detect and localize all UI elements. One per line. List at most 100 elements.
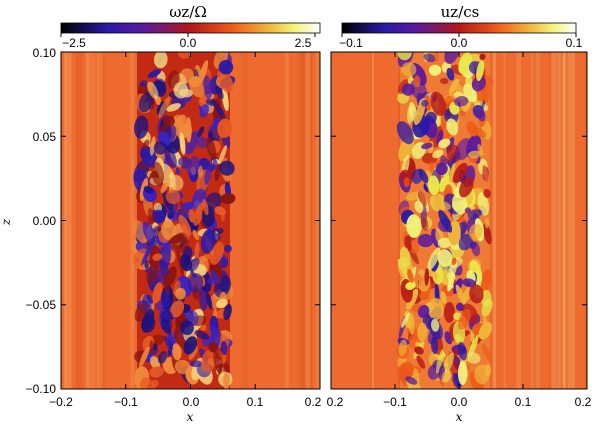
eddy	[144, 260, 149, 270]
eddy	[434, 52, 439, 62]
stripe	[532, 52, 542, 389]
axis-ticks-right	[330, 51, 588, 390]
eddy	[421, 99, 429, 108]
eddy	[482, 344, 492, 362]
eddy	[147, 81, 159, 100]
eddy	[187, 273, 204, 293]
eddy	[183, 336, 198, 355]
colorbar-tick-right-1: 0.0	[451, 36, 468, 50]
eddy	[188, 209, 195, 223]
eddy	[451, 257, 457, 266]
eddy	[452, 162, 468, 184]
colorbar-tick-right-2: 0.1	[566, 36, 583, 50]
eddy	[406, 214, 422, 238]
ylabel-left: z	[0, 218, 13, 226]
eddy	[417, 269, 425, 276]
eddy	[203, 75, 213, 100]
eddy	[199, 104, 209, 118]
eddy	[469, 371, 484, 389]
ytick-2: 0.00	[33, 214, 57, 228]
xtick-right-4: 0.2	[575, 395, 592, 409]
eddy	[149, 340, 155, 354]
xtick-left-0: −0.2	[49, 395, 73, 409]
eddy	[164, 146, 177, 169]
eddy	[467, 150, 481, 159]
eddy	[469, 284, 484, 304]
eddy	[443, 302, 455, 323]
stripe	[297, 52, 307, 389]
stripe	[503, 52, 507, 389]
eddy	[180, 320, 194, 336]
eddy	[396, 121, 414, 145]
eddy	[134, 115, 149, 139]
eddy	[468, 334, 479, 359]
eddy	[438, 209, 453, 233]
panel-left: ωz/Ω −2.5 0.0 2.5 0.10 0.05 0.00 −0.05 −…	[0, 3, 322, 424]
eddy	[468, 223, 483, 241]
axis-ticks-left	[60, 51, 321, 390]
eddy	[189, 76, 202, 88]
eddy	[458, 233, 473, 251]
eddy	[405, 281, 416, 290]
eddy	[474, 364, 490, 385]
eddy	[198, 59, 209, 85]
eddy	[223, 244, 232, 253]
eddy	[189, 257, 200, 272]
eddy	[219, 160, 235, 176]
stripe	[86, 52, 90, 389]
eddy	[221, 87, 229, 112]
xtick-left-3: 0.1	[247, 395, 264, 409]
eddy	[477, 192, 490, 216]
eddy	[421, 216, 429, 231]
eddy	[476, 109, 486, 122]
eddy	[413, 101, 426, 126]
eddy	[417, 304, 430, 318]
eddy	[185, 131, 199, 155]
eddy	[165, 189, 181, 205]
eddy	[192, 229, 200, 241]
stripe	[371, 52, 375, 389]
stripe	[559, 52, 566, 389]
eddy	[146, 263, 160, 285]
eddy	[430, 336, 439, 355]
eddy	[188, 345, 198, 360]
eddy	[160, 182, 169, 194]
eddy	[140, 377, 156, 389]
eddy	[416, 355, 426, 369]
eddy	[435, 162, 448, 175]
eddy	[149, 356, 161, 370]
eddy	[462, 278, 477, 288]
colorbar-right	[341, 22, 577, 34]
eddy	[437, 249, 453, 267]
stripe	[75, 52, 83, 389]
colorbar-ticks-left	[60, 33, 316, 37]
eddy	[178, 88, 193, 98]
xtick-left-4: 0.2	[305, 395, 322, 409]
eddy	[417, 233, 434, 248]
eddy	[202, 198, 209, 216]
eddy	[436, 261, 452, 286]
eddy	[455, 138, 472, 161]
eddy	[442, 352, 455, 375]
eddy	[152, 253, 163, 261]
eddy	[436, 349, 444, 374]
eddy	[208, 123, 215, 133]
eddy	[194, 330, 210, 340]
eddy	[199, 286, 209, 311]
heatmap-left	[61, 52, 320, 389]
eddy	[448, 163, 456, 183]
stripe	[531, 52, 541, 389]
eddy	[163, 273, 170, 297]
eddy	[457, 342, 468, 361]
eddy	[180, 253, 192, 272]
eddy	[178, 214, 192, 237]
eddy	[143, 185, 154, 194]
eddy	[147, 69, 161, 78]
eddy	[176, 250, 184, 276]
eddy	[401, 62, 417, 77]
eddy	[406, 192, 420, 201]
eddy	[193, 202, 206, 226]
eddy	[216, 298, 228, 309]
eddy	[398, 339, 408, 357]
